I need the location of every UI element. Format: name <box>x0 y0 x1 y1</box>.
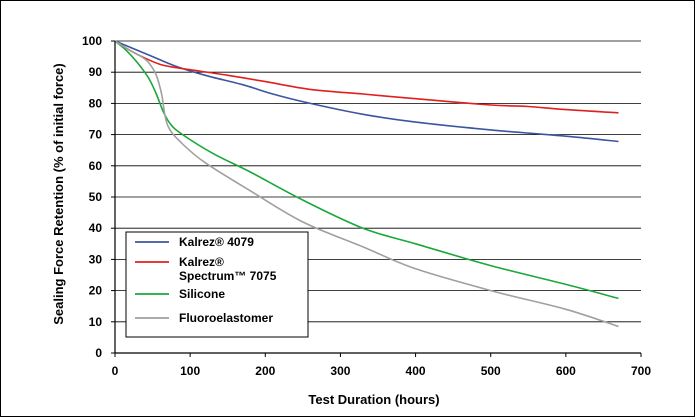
series-line-kalrez-spectrum-7075 <box>114 40 619 114</box>
legend-box <box>125 231 309 338</box>
y-tick-label: 0 <box>95 346 102 360</box>
legend-label: Spectrum™ 7075 <box>179 269 277 283</box>
legend-label: Kalrez® <box>179 255 224 269</box>
y-tick-label: 80 <box>89 96 103 110</box>
x-axis-label: Test Duration (hours) <box>308 392 439 407</box>
series-line-silicone <box>114 40 619 300</box>
y-tick-label: 20 <box>89 284 103 298</box>
y-tick-label: 50 <box>89 190 103 204</box>
series-line-fluoroelastomer <box>114 40 619 328</box>
x-tick-label: 400 <box>406 364 426 378</box>
legend-label: Fluoroelastomer <box>179 311 273 325</box>
legend-item-fluoroelastomer: Fluoroelastomer <box>135 311 273 325</box>
y-tick-label: 40 <box>89 221 103 235</box>
series-line-kalrez-4079 <box>114 40 619 143</box>
y-tick-label: 30 <box>89 252 103 266</box>
legend-label: Kalrez® 4079 <box>179 235 254 249</box>
x-tick-label: 700 <box>631 364 651 378</box>
y-tick-label: 10 <box>89 315 103 329</box>
y-tick-label: 90 <box>89 65 103 79</box>
x-tick-label: 200 <box>255 364 275 378</box>
x-tick-label: 300 <box>330 364 350 378</box>
x-tick-label: 500 <box>481 364 501 378</box>
legend-label: Silicone <box>179 287 225 301</box>
legend-item-kalrez-spectrum-7075: Kalrez®Spectrum™ 7075 <box>135 255 277 283</box>
y-tick-label: 100 <box>82 34 102 48</box>
x-tick-label: 0 <box>112 364 119 378</box>
x-tick-label: 100 <box>180 364 200 378</box>
legend-item-kalrez-4079: Kalrez® 4079 <box>135 235 254 249</box>
y-axis-label: Sealing Force Retention (% of initial fo… <box>51 63 66 324</box>
tick-labels: 0 10 20 30 40 50 60 70 80 90 100 0 100 200 300 400 500 60… <box>82 34 651 378</box>
x-tick-label: 600 <box>556 364 576 378</box>
legend: Kalrez® 4079 Kalrez®Spectrum™ 7075 Silicon… <box>125 231 309 338</box>
axes <box>111 40 642 357</box>
y-tick-label: 70 <box>89 128 103 142</box>
y-tick-label: 60 <box>89 159 103 173</box>
series-lines <box>114 40 619 328</box>
legend-item-silicone: Silicone <box>135 287 225 301</box>
